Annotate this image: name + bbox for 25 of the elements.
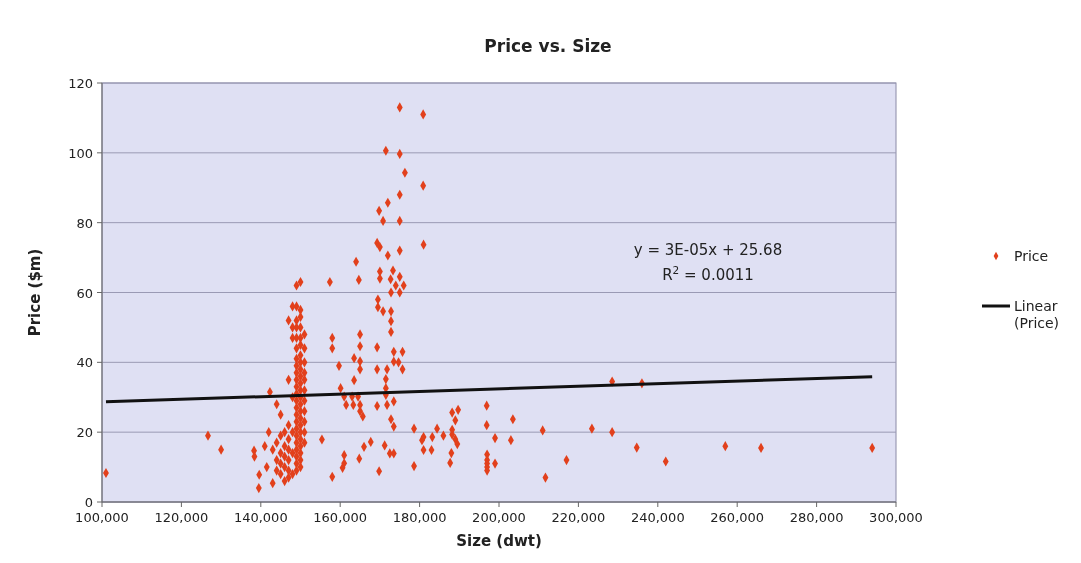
legend-label: Price (1014, 248, 1049, 264)
y-tick-label: 60 (76, 285, 93, 301)
x-tick-label: 300,000 (869, 510, 923, 525)
x-tick-label: 240,000 (630, 510, 685, 525)
y-tick-label: 120 (68, 76, 93, 91)
y-axis-title: Price ($m) (26, 248, 44, 337)
x-tick-label: 100,000 (75, 510, 129, 525)
chart-title: Price vs. Size (484, 36, 612, 56)
x-tick-label: 260,000 (710, 510, 765, 525)
x-axis-title: Size (dwt) (456, 532, 542, 550)
y-tick-label: 80 (76, 215, 93, 231)
annotation: R$^{2}$ = 0.0011 (662, 264, 754, 284)
x-tick-label: 180,000 (392, 510, 447, 525)
y-tick-label: 40 (76, 355, 93, 371)
x-tick-label: 220,000 (551, 510, 606, 525)
y-tick-label: 20 (76, 425, 93, 441)
x-tick-label: 200,000 (472, 510, 526, 525)
x-tick-label: 160,000 (313, 510, 368, 525)
y-tick-label: 0 (84, 495, 93, 510)
legend-label: Linear (Price) (1014, 298, 1060, 331)
x-tick-label: 280,000 (789, 510, 844, 525)
x-tick-label: 120,000 (154, 510, 209, 525)
annotation: y = 3E-05x + 25.68 (633, 241, 783, 259)
x-tick-label: 140,000 (233, 510, 288, 525)
y-tick-label: 100 (68, 145, 93, 161)
